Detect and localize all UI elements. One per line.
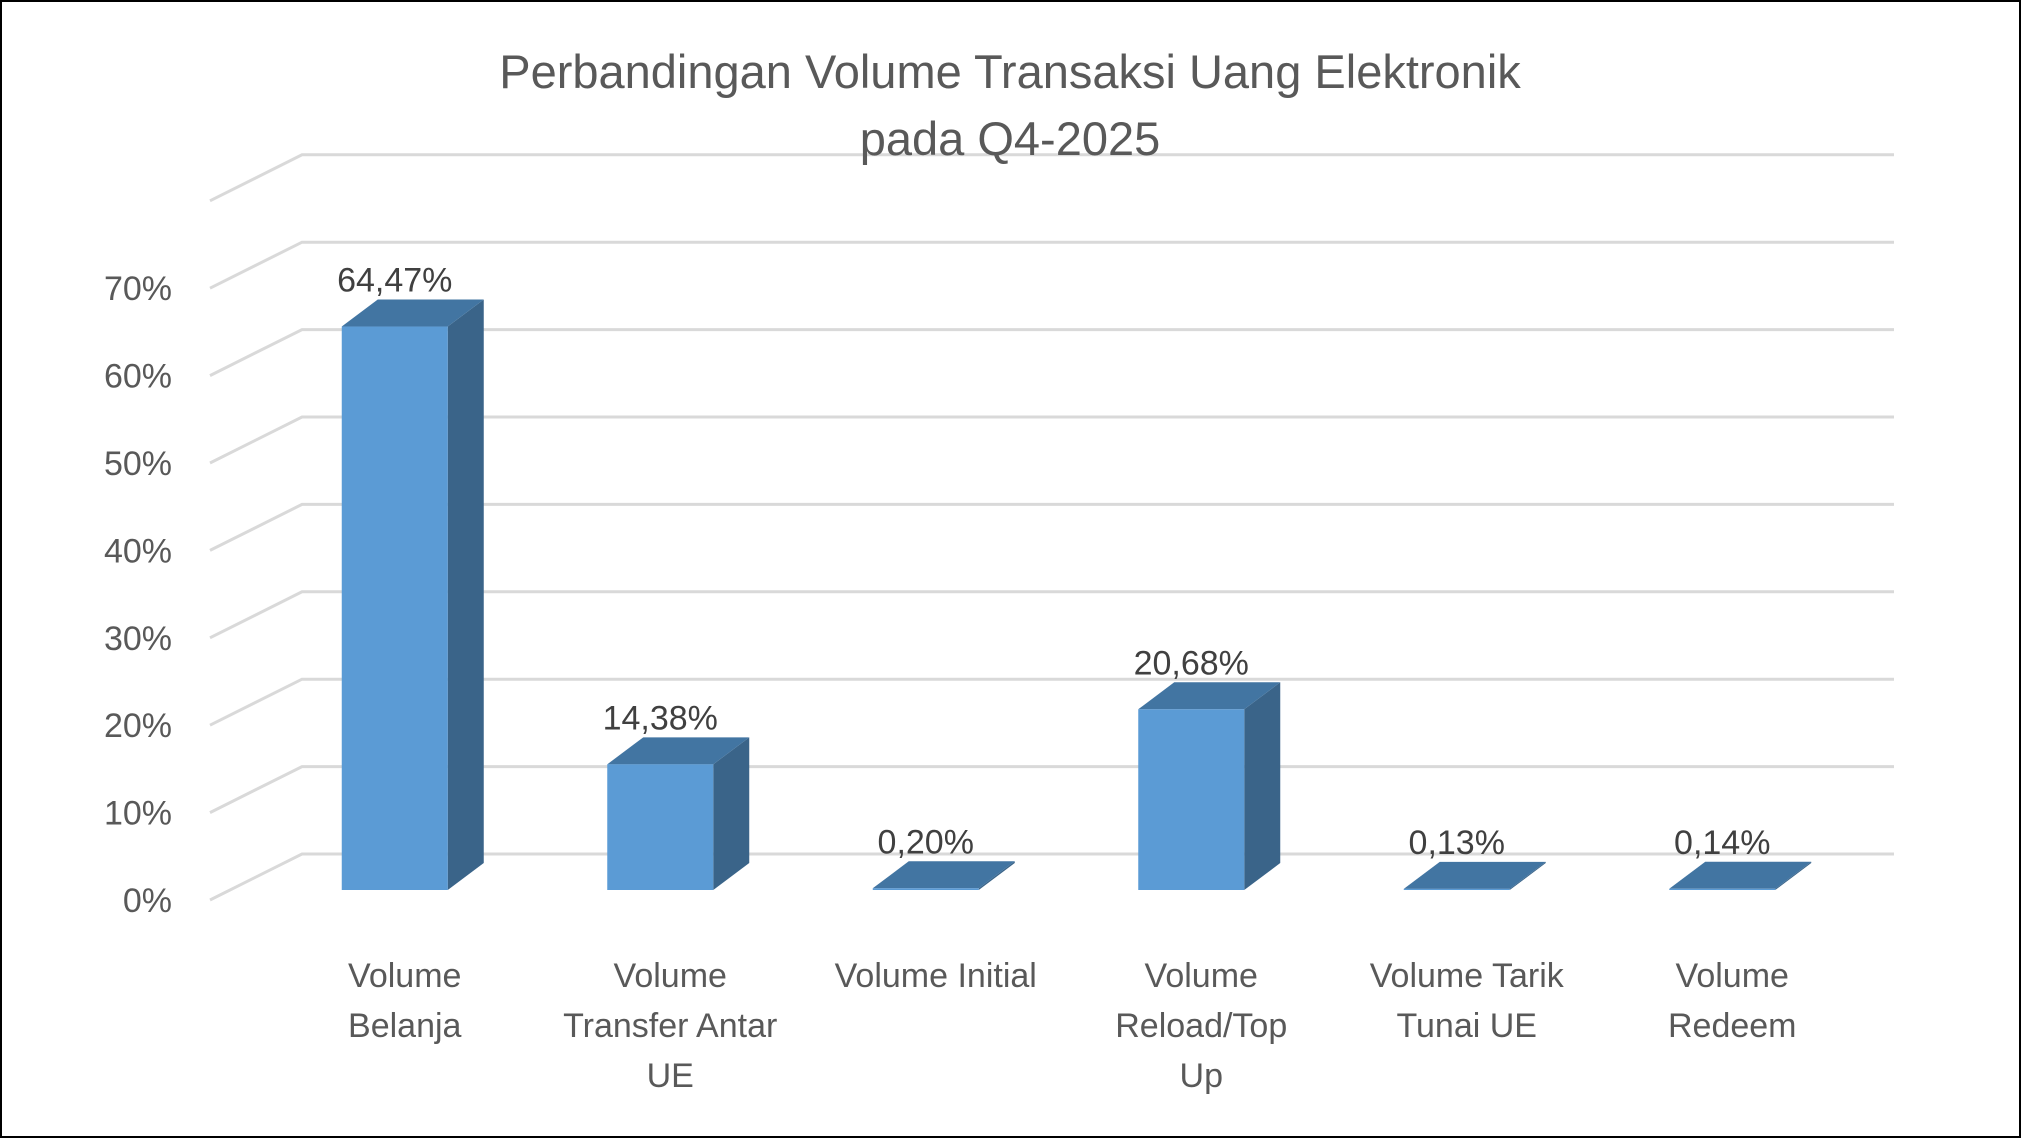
category-label: Volume Initial bbox=[835, 957, 1037, 995]
y-axis-ticks: 0% 10% 20% 30% 40% 50% 60% 70% bbox=[104, 270, 172, 920]
gridline bbox=[209, 240, 1894, 290]
data-label: 0,20% bbox=[878, 823, 974, 861]
bar-side bbox=[1775, 861, 1812, 890]
gridline bbox=[209, 328, 1894, 377]
gridline bbox=[209, 852, 1894, 902]
data-labels: 64,47% 14,38% 0,20% 20,68% 0,13% 0,14% bbox=[337, 262, 1770, 862]
gridline bbox=[209, 415, 1894, 465]
bar-side bbox=[713, 737, 750, 890]
data-label: 0,14% bbox=[1674, 824, 1770, 862]
y-tick-label: 40% bbox=[104, 532, 172, 570]
bar-front bbox=[872, 888, 979, 890]
bar bbox=[341, 299, 484, 890]
bar bbox=[1669, 861, 1812, 890]
bar-top bbox=[1669, 861, 1812, 889]
y-tick-label: 70% bbox=[104, 270, 172, 308]
bar-top bbox=[341, 299, 484, 327]
category-label: Volume Redeem bbox=[1668, 957, 1797, 1045]
data-label: 64,47% bbox=[337, 262, 452, 300]
bar-side bbox=[1244, 682, 1281, 890]
chart-title-line: pada Q4-2025 bbox=[860, 112, 1161, 165]
y-tick-label: 30% bbox=[104, 620, 172, 658]
gridline bbox=[209, 765, 1894, 814]
gridline bbox=[209, 590, 1894, 640]
gridline bbox=[209, 677, 1894, 727]
y-tick-label: 0% bbox=[123, 882, 172, 920]
gridline bbox=[209, 153, 1894, 203]
category-label: Volume Tarik Tunai UE bbox=[1370, 957, 1565, 1045]
bar-side bbox=[1509, 861, 1546, 890]
gridlines bbox=[209, 153, 1894, 902]
bar bbox=[1403, 861, 1546, 890]
bar-front bbox=[1669, 888, 1776, 890]
category-label: Volume Transfer Antar UE bbox=[563, 957, 777, 1095]
category-label: Volume Belanja bbox=[348, 957, 462, 1045]
bar-top bbox=[1138, 682, 1281, 710]
bar-front bbox=[607, 764, 714, 890]
bar bbox=[872, 861, 1015, 890]
y-tick-label: 60% bbox=[104, 358, 172, 396]
bar-top bbox=[607, 737, 750, 765]
y-tick-label: 20% bbox=[104, 707, 172, 745]
bar-front bbox=[1403, 888, 1510, 890]
bar bbox=[1138, 682, 1281, 890]
bar-front bbox=[341, 326, 448, 890]
bar-side bbox=[978, 861, 1015, 890]
chart-title: Perbandingan Volume Transaksi Uang Elekt… bbox=[499, 45, 1521, 165]
y-tick-label: 50% bbox=[104, 445, 172, 483]
data-label: 14,38% bbox=[603, 699, 718, 737]
bar-top bbox=[1403, 861, 1546, 889]
gridline bbox=[209, 502, 1894, 552]
bar-top bbox=[872, 861, 1015, 889]
bar bbox=[607, 737, 750, 890]
chart-title-line: Perbandingan Volume Transaksi Uang Elekt… bbox=[499, 45, 1521, 98]
x-axis-categories: Volume Belanja Volume Transfer Antar UE Volum… bbox=[348, 957, 1796, 1095]
bar-front bbox=[1138, 709, 1245, 890]
category-label: Volume Reload/Top Up bbox=[1115, 957, 1287, 1095]
bars bbox=[341, 299, 1812, 890]
data-label: 0,13% bbox=[1409, 824, 1505, 862]
y-tick-label: 10% bbox=[104, 795, 172, 833]
data-label: 20,68% bbox=[1134, 644, 1249, 682]
bar-side bbox=[447, 299, 484, 890]
